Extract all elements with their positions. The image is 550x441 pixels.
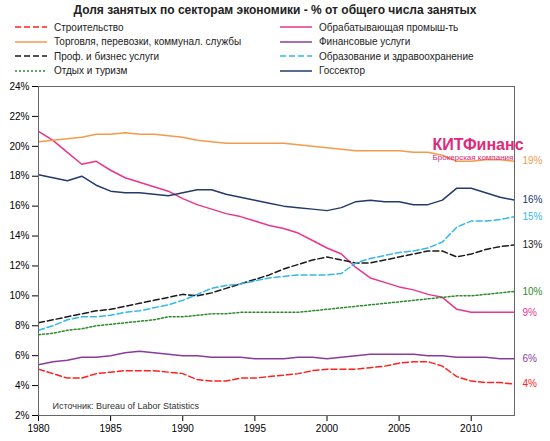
svg-text:6%: 6%: [15, 350, 30, 361]
svg-text:8%: 8%: [15, 320, 30, 331]
svg-text:18%: 18%: [9, 170, 29, 181]
svg-text:4%: 4%: [523, 378, 538, 389]
html-text:Образование и здравоохранение: Образование и здравоохранение: [319, 50, 474, 62]
svg-text:10%: 10%: [9, 290, 29, 301]
html-text:Торговля, перевозки, коммунал.: Торговля, перевозки, коммунал. службы: [54, 36, 242, 47]
svg-text:2000: 2000: [316, 423, 339, 434]
svg-text:9%: 9%: [523, 307, 538, 318]
svg-text:22%: 22%: [9, 111, 29, 122]
svg-text:24%: 24%: [9, 81, 29, 92]
svg-text:14%: 14%: [9, 230, 29, 241]
svg-text:13%: 13%: [523, 239, 543, 250]
html-text:Обрабатывающая промыш-ть: Обрабатывающая промыш-ть: [319, 21, 459, 33]
svg-text:1980: 1980: [27, 423, 50, 434]
svg-text:19%: 19%: [523, 155, 543, 166]
svg-text:1990: 1990: [172, 423, 195, 434]
svg-text:6%: 6%: [523, 353, 538, 364]
svg-text:16%: 16%: [523, 194, 543, 205]
html-text:Доля занятых по секторам эконо: Доля занятых по секторам экономики - % о…: [73, 3, 477, 17]
html-text:Строительство: Строительство: [54, 21, 124, 33]
svg-text:16%: 16%: [9, 200, 29, 211]
svg-text:2010: 2010: [460, 423, 483, 434]
html-text:Госсектор: Госсектор: [319, 65, 365, 76]
svg-text:КИТФинанс: КИТФинанс: [433, 136, 524, 153]
svg-text:12%: 12%: [9, 260, 29, 271]
svg-text:2%: 2%: [15, 410, 30, 421]
svg-text:Брокерская компания: Брокерская компания: [433, 153, 514, 162]
svg-text:Источник: Bureau of Labor Stat: Источник: Bureau of Labor Statistics: [53, 401, 200, 411]
html-text:Проф. и бизнес услуги: Проф. и бизнес услуги: [54, 50, 160, 62]
svg-text:10%: 10%: [523, 286, 543, 297]
svg-text:1985: 1985: [99, 423, 122, 434]
svg-text:4%: 4%: [15, 380, 30, 391]
svg-text:15%: 15%: [523, 211, 543, 222]
svg-text:2005: 2005: [388, 423, 411, 434]
html-text:Финансовые услуги: Финансовые услуги: [319, 36, 411, 47]
svg-text:1995: 1995: [244, 423, 267, 434]
html-text:Отдых и туризм: Отдых и туризм: [54, 65, 128, 76]
svg-text:20%: 20%: [9, 141, 29, 152]
